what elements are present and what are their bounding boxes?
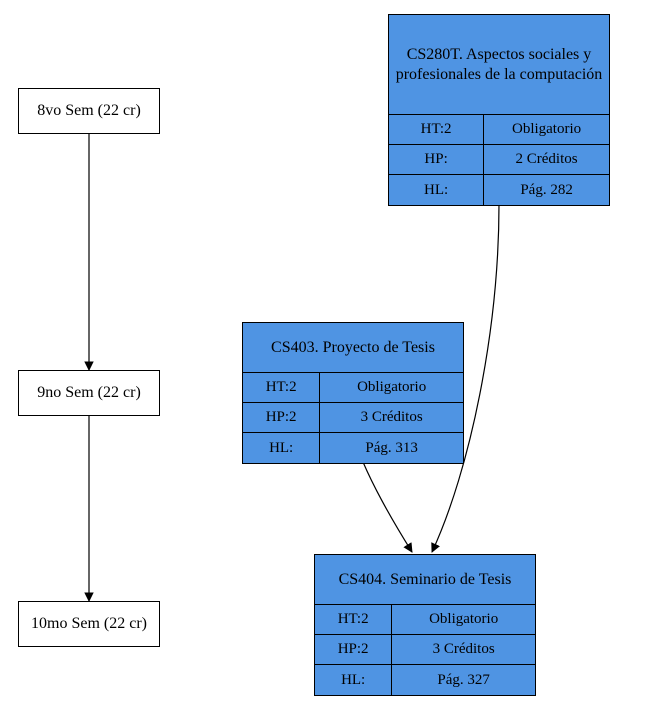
course-cell-right: 2 Créditos [484,145,609,174]
course-row: HT:2Obligatorio [389,115,609,145]
course-title: CS280T. Aspectos sociales y profesionale… [389,15,609,115]
course-cell-right: 3 Créditos [392,635,535,664]
course-row: HP:23 Créditos [315,635,535,665]
course-row: HL:Pág. 313 [243,433,463,463]
course-cell-right: Obligatorio [392,605,535,634]
course-cell-left: HL: [389,175,484,205]
course-cell-left: HT:2 [243,373,320,402]
course-cell-left: HT:2 [389,115,484,144]
course-row: HP:2 Créditos [389,145,609,175]
course-cell-left: HL: [315,665,392,695]
course-row: HT:2Obligatorio [243,373,463,403]
semester-label: 9no Sem (22 cr) [37,384,141,402]
course-cell-right: Obligatorio [484,115,609,144]
course-cell-left: HP:2 [243,403,320,432]
course-cell-left: HP: [389,145,484,174]
semester-label: 8vo Sem (22 cr) [37,102,141,120]
course-row: HT:2Obligatorio [315,605,535,635]
course-row: HL:Pág. 282 [389,175,609,205]
course-cell-left: HP:2 [315,635,392,664]
course-node: CS404. Seminario de TesisHT:2Obligatorio… [314,554,536,696]
semester-box: 9no Sem (22 cr) [18,370,160,416]
semester-label: 10mo Sem (22 cr) [31,615,147,633]
course-title: CS403. Proyecto de Tesis [243,323,463,373]
course-row: HL:Pág. 327 [315,665,535,695]
course-row: HP:23 Créditos [243,403,463,433]
course-cell-right: Obligatorio [320,373,463,402]
course-cell-left: HT:2 [315,605,392,634]
course-cell-right: Pág. 282 [484,175,609,205]
course-cell-right: Pág. 313 [320,433,463,463]
course-node: CS280T. Aspectos sociales y profesionale… [388,14,610,206]
course-node: CS403. Proyecto de TesisHT:2ObligatorioH… [242,322,464,464]
semester-box: 8vo Sem (22 cr) [18,88,160,134]
course-cell-right: Pág. 327 [392,665,535,695]
course-cell-left: HL: [243,433,320,463]
course-title: CS404. Seminario de Tesis [315,555,535,605]
diagram-canvas: 8vo Sem (22 cr) 9no Sem (22 cr) 10mo Sem (… [0,0,666,722]
semester-box: 10mo Sem (22 cr) [18,601,160,647]
course-cell-right: 3 Créditos [320,403,463,432]
edge [363,462,412,552]
